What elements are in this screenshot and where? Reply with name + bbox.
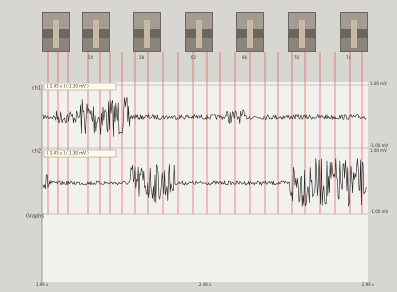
thumbnail-person bbox=[53, 20, 59, 48]
thumbnail bbox=[288, 12, 316, 52]
thumbnail-person bbox=[351, 20, 357, 48]
thumbnail-person bbox=[93, 20, 99, 48]
graphs-label: Graphs bbox=[26, 214, 44, 220]
thumbnail-person bbox=[247, 20, 253, 48]
frame-number: 54 bbox=[88, 55, 94, 60]
channel-label: ch2 bbox=[32, 149, 41, 155]
thumbnail-person bbox=[196, 20, 202, 48]
scale-label: -1.00 mV bbox=[370, 209, 389, 214]
frame-number: 58 bbox=[139, 55, 145, 60]
info-text: [ 2.45 s ] ( 1.30 mV ) bbox=[47, 84, 89, 89]
scale-label: 1.00 mV bbox=[370, 81, 387, 86]
page: 54 58 62 66 70 74 ch1 ch2 Graphs [ 2.45 s ] (… bbox=[0, 0, 397, 288]
frame-number: 62 bbox=[191, 55, 197, 60]
frame-number: 70 bbox=[294, 55, 300, 60]
channel-label: ch1 bbox=[32, 86, 41, 92]
frame-number: 74 bbox=[346, 55, 352, 60]
frame-number: 66 bbox=[242, 55, 248, 60]
thumbnail bbox=[236, 12, 264, 52]
time-label: 2.46 s bbox=[199, 282, 211, 287]
thumbnail-person bbox=[299, 20, 305, 48]
scale-label: 1.00 mV bbox=[370, 148, 387, 153]
thumbnail bbox=[133, 12, 161, 52]
thumbnail bbox=[185, 12, 213, 52]
thumbnail-person bbox=[144, 20, 150, 48]
thumbnail bbox=[82, 12, 110, 52]
emg-viewer: 54 58 62 66 70 74 ch1 ch2 Graphs [ 2.45 s ] (… bbox=[0, 0, 397, 288]
time-label: 2.96 s bbox=[362, 282, 374, 287]
thumbnail bbox=[42, 12, 70, 52]
time-label: 1.96 s bbox=[36, 282, 48, 287]
thumbnail bbox=[340, 12, 368, 52]
info-text: [ 2.45 s ] ( 1.30 mV ) bbox=[47, 151, 89, 156]
